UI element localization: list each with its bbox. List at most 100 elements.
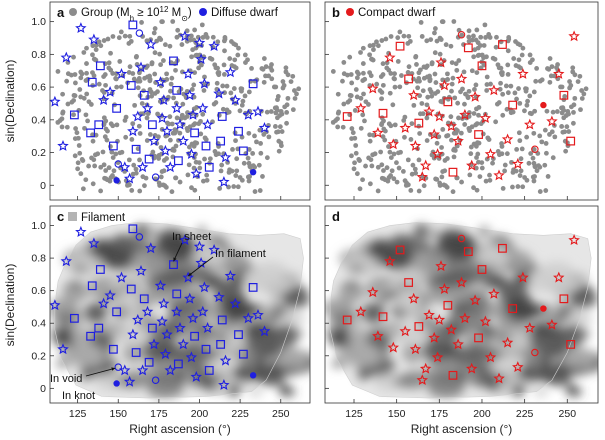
group-point bbox=[330, 69, 336, 74]
group-point bbox=[234, 156, 240, 162]
group-point bbox=[394, 179, 400, 185]
dwarf-point bbox=[112, 103, 122, 113]
dwarf-point bbox=[204, 366, 214, 375]
group-point bbox=[236, 45, 241, 51]
group-point bbox=[361, 91, 366, 97]
group-point bbox=[148, 89, 154, 95]
dwarf-point bbox=[60, 255, 72, 267]
group-point bbox=[187, 124, 193, 130]
dwarf-point bbox=[524, 322, 536, 333]
group-point bbox=[257, 127, 263, 133]
panel-label: d bbox=[332, 209, 340, 224]
dwarf-point bbox=[484, 351, 497, 363]
density-blob bbox=[273, 347, 310, 368]
group-point bbox=[90, 52, 95, 58]
group-point bbox=[466, 88, 472, 94]
group-point bbox=[232, 57, 238, 63]
group-point bbox=[510, 184, 515, 190]
dwarf-point bbox=[229, 297, 241, 309]
group-point bbox=[131, 76, 137, 82]
group-point bbox=[73, 80, 78, 86]
group-point bbox=[114, 122, 120, 128]
group-point bbox=[220, 106, 226, 112]
group-point bbox=[290, 107, 296, 113]
dwarf-point bbox=[423, 309, 435, 320]
group-point bbox=[484, 82, 490, 87]
dwarf-point bbox=[145, 38, 157, 50]
group-point bbox=[409, 121, 415, 127]
dwarf-point bbox=[198, 281, 211, 293]
density-blob bbox=[565, 386, 582, 397]
dwarf-point bbox=[179, 30, 191, 42]
group-point bbox=[202, 156, 207, 162]
dwarf-point bbox=[139, 90, 149, 100]
group-point bbox=[386, 121, 392, 127]
dwarf-point bbox=[512, 157, 524, 169]
group-point bbox=[276, 148, 282, 154]
dwarf-point bbox=[86, 128, 96, 138]
dwarf-point bbox=[433, 313, 446, 325]
group-point bbox=[354, 94, 360, 100]
group-point bbox=[210, 34, 216, 40]
group-point bbox=[559, 124, 565, 129]
group-point bbox=[76, 135, 81, 141]
group-point bbox=[456, 115, 461, 121]
group-point bbox=[200, 35, 206, 40]
group-point bbox=[529, 111, 534, 117]
dwarf-point bbox=[132, 314, 144, 325]
group-point bbox=[424, 74, 430, 80]
group-point bbox=[467, 128, 473, 134]
group-point bbox=[531, 178, 537, 184]
group-point bbox=[459, 32, 465, 38]
survey-outline bbox=[54, 221, 304, 399]
dwarf-point bbox=[193, 36, 206, 48]
dwarf-point bbox=[136, 161, 149, 173]
group-point bbox=[394, 160, 399, 166]
dwarf-point bbox=[217, 315, 227, 325]
group-point bbox=[189, 87, 195, 92]
y-tick-label: 0.6 bbox=[31, 82, 46, 94]
panel-frame bbox=[49, 205, 311, 404]
group-point bbox=[468, 151, 474, 157]
dwarf-point bbox=[139, 294, 149, 304]
group-point bbox=[219, 162, 225, 168]
group-point bbox=[518, 168, 524, 174]
density-blob bbox=[533, 387, 549, 398]
density-blob bbox=[528, 268, 554, 293]
group-point bbox=[505, 71, 511, 77]
group-point bbox=[374, 39, 379, 45]
y-axis-label: sin(Declination) bbox=[3, 60, 17, 143]
group-point bbox=[417, 131, 423, 136]
group-point bbox=[90, 132, 95, 138]
density-blob bbox=[389, 234, 414, 253]
y-tick-label: 0.8 bbox=[31, 253, 46, 265]
dwarf-point bbox=[216, 339, 226, 349]
group-point bbox=[555, 62, 560, 67]
dwarf-point bbox=[367, 82, 379, 94]
dwarf-point bbox=[201, 141, 211, 151]
dwarf-point bbox=[416, 374, 428, 386]
dwarf-point bbox=[158, 94, 170, 106]
group-point bbox=[368, 73, 374, 79]
group-point bbox=[391, 151, 397, 157]
group-point bbox=[388, 34, 394, 39]
group-point bbox=[554, 109, 560, 114]
group-point bbox=[129, 188, 135, 193]
group-point bbox=[550, 155, 556, 161]
density-blob bbox=[248, 387, 263, 398]
density-blob bbox=[497, 380, 514, 393]
group-point bbox=[517, 138, 523, 144]
group-point bbox=[200, 111, 206, 117]
group-point bbox=[192, 70, 198, 75]
dwarf-point bbox=[112, 307, 122, 317]
dwarf-point bbox=[218, 175, 230, 187]
group-point bbox=[388, 173, 394, 178]
dwarf-point bbox=[94, 323, 104, 333]
density-blob bbox=[569, 365, 587, 377]
group-point bbox=[157, 183, 163, 188]
group-point bbox=[137, 78, 143, 84]
group-point bbox=[102, 134, 108, 140]
group-point bbox=[354, 171, 360, 177]
group-point bbox=[145, 74, 150, 80]
group-point bbox=[458, 130, 464, 136]
